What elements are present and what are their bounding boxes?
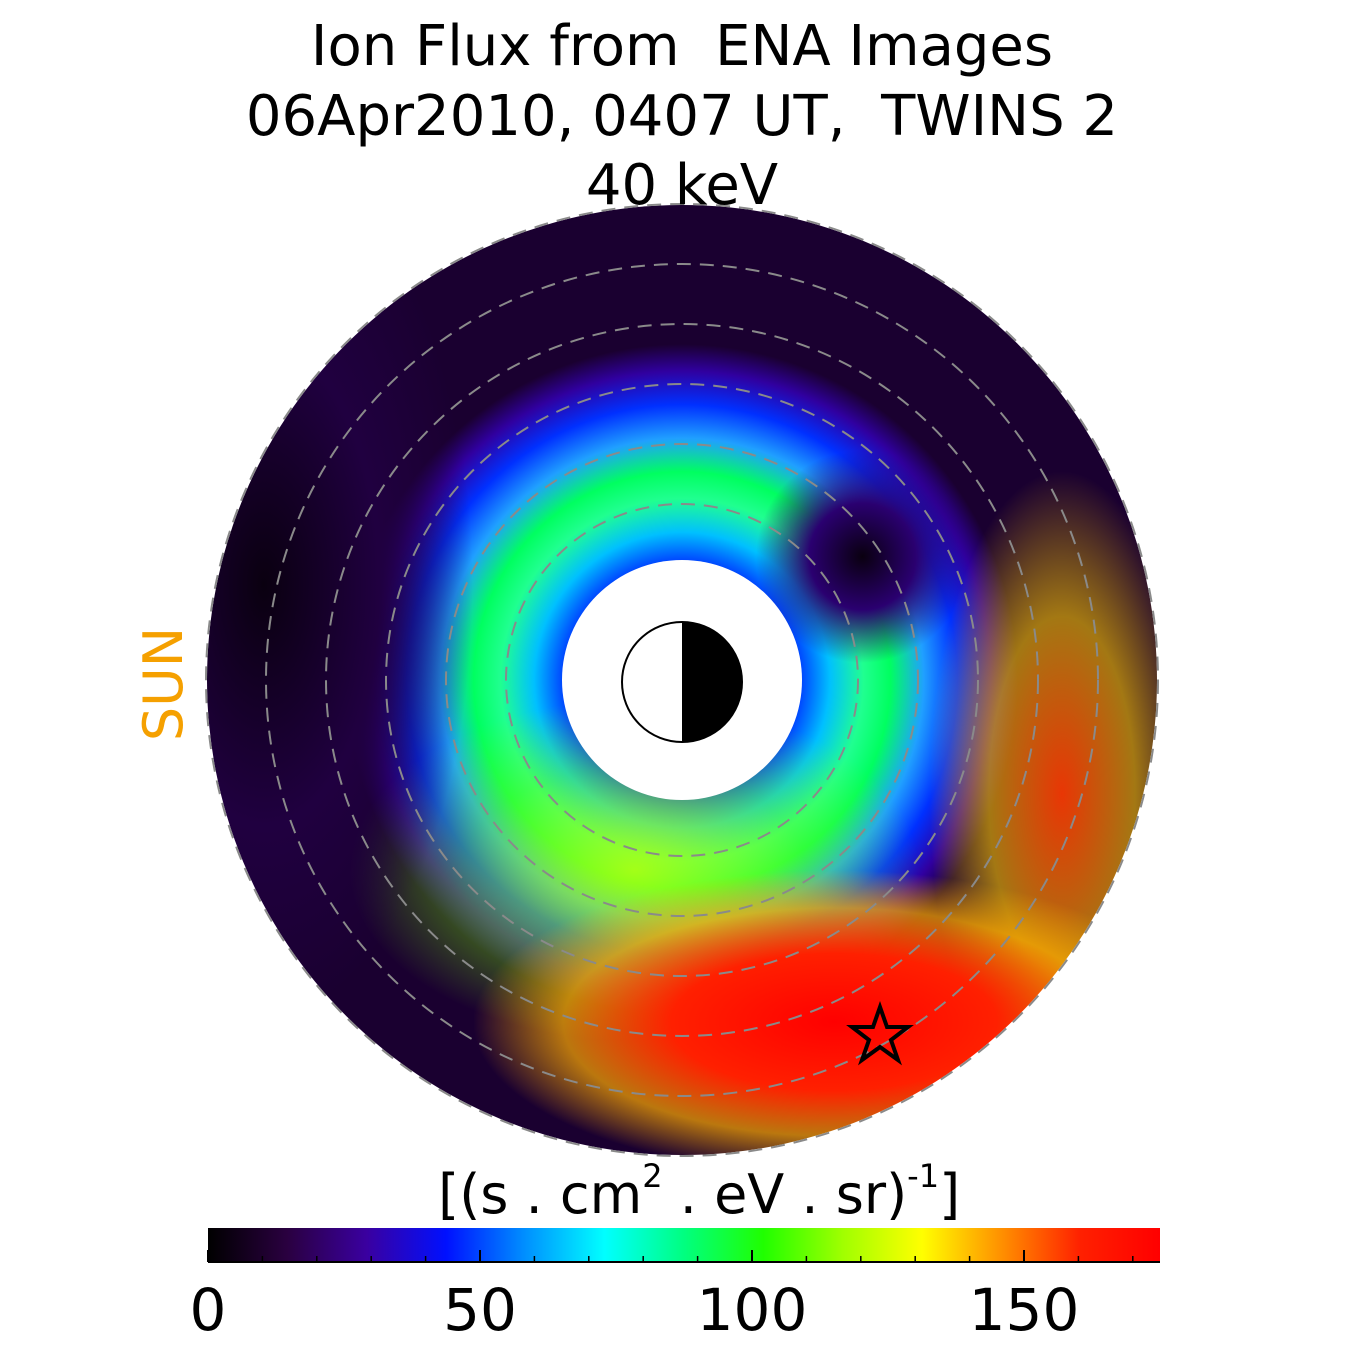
- tick-label: 150: [969, 1276, 1080, 1344]
- sun-label: SUN: [132, 627, 195, 741]
- label-part: . eV . sr): [663, 1163, 908, 1226]
- tick-label: 50: [443, 1276, 517, 1344]
- label-sup: 2: [642, 1157, 662, 1195]
- colorbar-label: [(s . cm2 . eV . sr)-1]: [352, 1157, 1011, 1226]
- star-marker: [846, 1000, 914, 1066]
- tick-label: 0: [190, 1276, 227, 1344]
- title-line: 40 keV: [586, 153, 778, 218]
- label-part: [(s . cm: [438, 1163, 642, 1226]
- tick-label: 100: [697, 1276, 808, 1344]
- earth: [621, 621, 743, 743]
- title-line: 06Apr2010, 0407 UT, TWINS 2: [246, 84, 1118, 149]
- title-line: Ion Flux from ENA Images: [311, 14, 1053, 79]
- dashed-rings: [205, 203, 1159, 1157]
- colorbar: [208, 1228, 1160, 1262]
- label-part: ]: [939, 1163, 960, 1226]
- label-sup: -1: [907, 1157, 939, 1195]
